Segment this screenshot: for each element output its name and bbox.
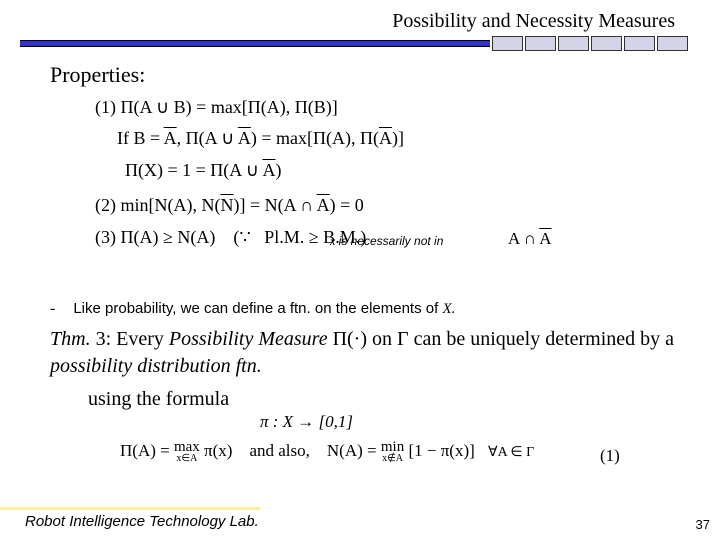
thm-label: Thm. [50,328,91,350]
footer-text: Robot Intelligence Technology Lab. [25,513,259,530]
theorem: Thm. 3: Every Possibility Measure Π(·) o… [50,326,680,380]
equation-number: (1) [600,446,620,466]
eq-1: (1) Π(A ∪ B) = max[Π(A), Π(B)] [95,96,404,119]
eq-text: Π(X) = 1 = Π(A ∪ [125,160,262,180]
section-heading: Properties: [50,62,145,88]
eq-text: ) [275,160,281,180]
equations-block: (1) Π(A ∪ B) = max[Π(A), Π(B)] If B = A,… [95,96,404,257]
remark-X: X. [442,301,455,317]
max-bot: x∈A [174,454,200,464]
ruler-segment [525,36,556,51]
thm-text: on Γ can be uniquely determined by a [372,328,674,350]
note-set-pre: A ∩ [508,229,539,248]
eq-2: (2) min[N(A), N(N)] = N(A ∩ A) = 0 [95,194,404,217]
eq-text: , Π(A ∪ [177,128,238,148]
over-A: A [317,195,330,215]
eq-text: If B = [117,128,164,148]
thm-text: 3: Every [91,328,169,350]
thm-em: possibility distribution ftn. [50,355,262,377]
eq-1c: Π(X) = 1 = Π(A ∪ A) [125,159,404,182]
footer-line [0,507,260,510]
decorative-ruler [20,36,690,54]
ruler-segment [558,36,589,51]
note-text: is necessarily not in [335,234,443,248]
formula-pi: π : X → [0,1] [260,412,353,432]
ruler-bar [20,40,490,47]
forall-condition: ∀A ∈ Γ [488,444,534,461]
formula-main: Π(A) = maxx∈A π(x) and also, N(A) = minx… [120,440,475,464]
eq-text: ) = max[Π(A), Π( [251,128,379,148]
eq-text: ) = 0 [330,195,364,215]
ruler-segment [591,36,622,51]
thm-sym: Π(·) [328,328,372,350]
min-bot: x∉A [381,454,404,464]
ruler-segment [657,36,688,51]
page-number: 37 [696,517,710,532]
ruler-segment [624,36,655,51]
max-operator: maxx∈A [174,440,200,464]
note-set: A ∩ A [508,229,551,249]
eq-text: )] [392,128,404,148]
f-post: [1 − π(x)] [408,441,474,460]
over-A: A [262,160,275,180]
min-operator: minx∉A [381,440,404,464]
remark-line: - Like probability, we can define a ftn. … [50,300,455,318]
eq-text: (2) min[N(A), N( [95,195,220,215]
slide-title: Possibility and Necessity Measures [392,10,675,33]
f-mid: π(x) and also, N(A) = [204,441,381,460]
dash-icon: - [50,300,55,317]
thm-em: Possibility Measure [169,328,328,350]
over-A: A [539,229,551,248]
side-note: x is necessarily not in [330,234,443,249]
f-pre: Π(A) = [120,441,174,460]
eq-1b: If B = A, Π(A ∪ A) = max[Π(A), Π(A)] [117,127,404,150]
eq-text: )] = N(A ∩ [233,195,316,215]
using-label: using the formula [88,388,229,411]
over-A: A [379,128,392,148]
over-A: A [164,128,177,148]
ruler-segment [492,36,523,51]
over-A: A [238,128,251,148]
over-N: N [220,195,233,215]
remark-text: Like probability, we can define a ftn. o… [73,300,442,317]
